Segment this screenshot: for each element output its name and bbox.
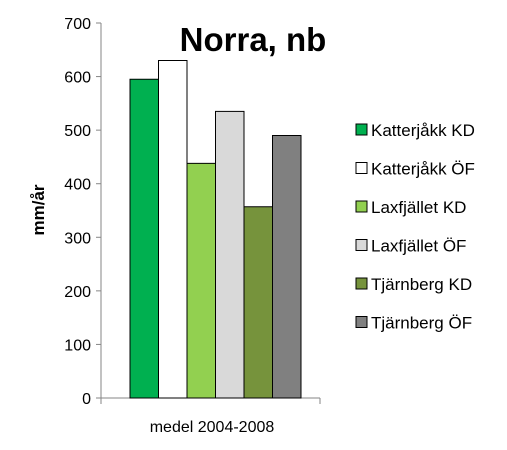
bar-katterjåkk-öf <box>158 60 188 399</box>
legend-label: Tjärnberg ÖF <box>371 314 472 333</box>
legend-label: Katterjåkk ÖF <box>371 160 475 179</box>
x-category-label: medel 2004-2008 <box>150 419 275 436</box>
bar-tjärnberg-kd <box>243 206 273 399</box>
y-tick-label: 200 <box>64 284 91 301</box>
legend-label: Laxfjället KD <box>371 198 466 217</box>
legend-swatch <box>355 316 368 328</box>
y-tick-label: 600 <box>64 70 91 87</box>
legend-swatch <box>355 123 368 136</box>
legend-swatch <box>355 277 368 290</box>
y-tick-group: 0 100 200 300 400 500 600 700 <box>64 16 321 408</box>
legend: Katterjåkk KD Katterjåkk ÖF Laxfjället KD L… <box>355 121 475 333</box>
legend-label: Laxfjället ÖF <box>371 237 466 256</box>
bar-laxfjället-öf <box>215 110 245 399</box>
legend-label: Katterjåkk KD <box>371 121 475 140</box>
y-tick-label: 0 <box>82 391 91 408</box>
legend-swatch <box>355 200 368 213</box>
legend-label: Tjärnberg KD <box>371 275 472 294</box>
y-tick-label: 700 <box>64 16 91 33</box>
legend-swatch <box>355 162 368 174</box>
bar-group <box>129 60 302 399</box>
y-tick-label: 300 <box>64 230 91 247</box>
y-tick-label: 100 <box>64 337 91 354</box>
y-tick-label: 400 <box>64 177 91 194</box>
legend-swatch <box>355 239 368 251</box>
bar-tjärnberg-öf <box>272 135 302 399</box>
bar-katterjåkk-kd <box>129 78 159 399</box>
chart-title: Norra, nb <box>180 21 327 58</box>
y-tick-label: 500 <box>64 123 91 140</box>
bar-laxfjället-kd <box>186 162 216 399</box>
y-axis-label: mm/år <box>29 184 48 235</box>
